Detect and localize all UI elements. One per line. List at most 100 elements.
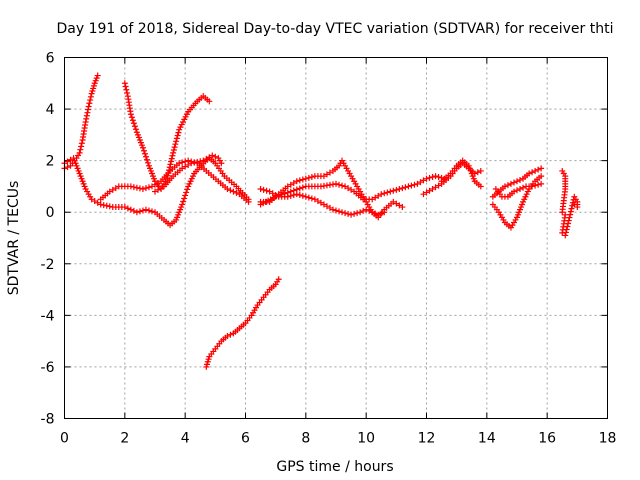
data-point <box>538 180 545 187</box>
data-point <box>426 174 433 181</box>
data-point <box>348 186 355 193</box>
data-point <box>165 169 172 176</box>
data-point <box>429 186 436 193</box>
data-point <box>384 189 391 196</box>
data-point <box>296 185 303 192</box>
data-point <box>78 140 85 147</box>
grid-lines <box>64 57 608 419</box>
data-point <box>123 86 130 93</box>
data-point <box>130 184 137 191</box>
series-arc-9 <box>257 173 448 208</box>
data-point <box>85 106 92 113</box>
data-point <box>432 173 439 180</box>
data-point <box>414 180 421 187</box>
x-tick-label: 2 <box>120 431 129 447</box>
data-point <box>127 183 134 190</box>
x-tick-label: 16 <box>538 431 556 447</box>
data-point <box>290 179 297 186</box>
data-point <box>85 103 92 110</box>
data-point <box>227 331 234 338</box>
data-point <box>423 175 430 182</box>
data-point <box>287 188 294 195</box>
plot-frame <box>64 57 608 419</box>
data-point <box>323 171 330 178</box>
data-point <box>339 182 346 189</box>
data-point <box>504 182 511 189</box>
data-point <box>514 178 520 185</box>
data-point <box>538 173 545 180</box>
data-point <box>179 159 186 166</box>
data-point <box>109 186 116 193</box>
y-tick-label: -8 <box>41 412 55 428</box>
y-axis-label: SDTVAR / TECUs <box>6 181 22 296</box>
data-point <box>432 184 439 191</box>
data-point <box>87 97 94 104</box>
data-point <box>290 187 297 194</box>
data-point <box>145 207 152 214</box>
data-point <box>281 190 288 197</box>
data-point <box>378 191 385 198</box>
data-point <box>420 177 427 184</box>
data-point <box>275 276 282 283</box>
x-tick-label: 12 <box>418 431 436 447</box>
data-point <box>179 165 186 172</box>
data-point <box>203 155 210 162</box>
data-point <box>233 189 240 196</box>
data-point <box>299 176 306 183</box>
y-tick-label: -6 <box>41 360 55 376</box>
data-point <box>263 187 270 194</box>
data-point <box>501 183 508 190</box>
data-point <box>170 149 177 156</box>
data-point <box>173 135 180 142</box>
data-point <box>133 209 140 216</box>
data-point <box>155 186 162 193</box>
data-point <box>155 179 162 186</box>
data-point <box>357 209 364 216</box>
data-point <box>408 182 415 189</box>
data-point <box>326 169 333 176</box>
data-point <box>200 157 207 164</box>
data-point <box>562 232 569 239</box>
data-point <box>145 184 152 191</box>
data-point <box>311 196 318 203</box>
data-point <box>342 183 349 190</box>
data-point <box>333 180 339 187</box>
x-tick-label: 8 <box>301 431 310 447</box>
data-point <box>139 207 146 214</box>
data-point <box>77 146 84 153</box>
data-point <box>166 164 173 171</box>
series-arc-15 <box>559 167 581 239</box>
data-point <box>302 193 309 200</box>
data-point <box>333 207 339 214</box>
data-point <box>477 167 484 174</box>
data-point <box>565 217 572 224</box>
data-point <box>224 186 231 193</box>
data-point <box>369 196 376 203</box>
data-point <box>136 208 143 215</box>
data-point <box>420 191 427 198</box>
data-point <box>209 152 216 159</box>
data-point <box>84 109 91 116</box>
data-point <box>517 176 524 183</box>
data-point <box>174 132 181 139</box>
data-point <box>302 175 309 182</box>
data-point <box>435 173 442 180</box>
data-point <box>559 209 566 216</box>
series-arc-14 <box>492 180 545 200</box>
data-point <box>399 185 406 192</box>
data-point <box>173 138 180 145</box>
data-point <box>284 189 291 196</box>
y-tick-label: 4 <box>46 102 55 118</box>
data-point <box>574 204 581 211</box>
data-point <box>562 229 569 236</box>
data-point <box>423 189 430 196</box>
data-point <box>514 187 520 194</box>
series-arc-5 <box>152 152 225 195</box>
data-point <box>305 194 312 201</box>
data-point <box>372 194 379 201</box>
chart-title: Day 191 of 2018, Sidereal Day-to-day VTE… <box>57 21 614 37</box>
data-point <box>164 172 171 179</box>
data-point <box>130 207 137 214</box>
data-point <box>566 214 573 221</box>
data-point <box>182 163 189 170</box>
